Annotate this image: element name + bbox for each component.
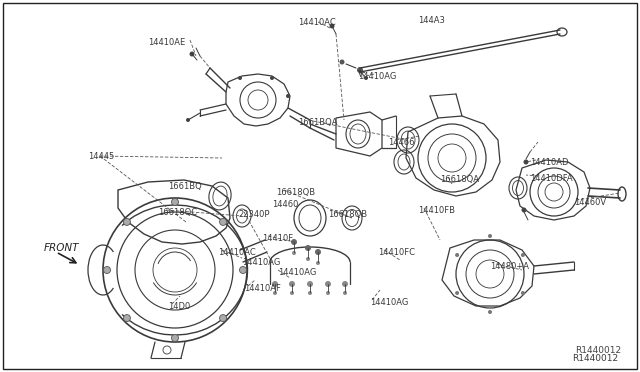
Text: R1440012: R1440012 [575, 346, 621, 355]
Text: 22340P: 22340P [238, 210, 269, 219]
Text: 1661BQA: 1661BQA [298, 118, 337, 127]
Circle shape [339, 60, 344, 64]
Circle shape [286, 94, 290, 98]
Text: 14410F: 14410F [262, 234, 293, 243]
Circle shape [238, 76, 242, 80]
Text: 14410AE: 14410AE [148, 38, 185, 47]
Text: 14480+A: 14480+A [490, 262, 529, 271]
Circle shape [357, 67, 363, 73]
Circle shape [488, 234, 492, 238]
Text: 14410AG: 14410AG [278, 268, 316, 277]
Circle shape [189, 51, 195, 57]
Circle shape [330, 23, 335, 29]
Circle shape [342, 281, 348, 287]
Circle shape [315, 249, 321, 255]
Circle shape [239, 266, 246, 273]
Circle shape [273, 291, 277, 295]
Circle shape [455, 291, 459, 295]
Text: 16618QC: 16618QC [158, 208, 197, 217]
Circle shape [291, 239, 297, 245]
Text: 14445: 14445 [88, 152, 115, 161]
Text: 14410AG: 14410AG [242, 258, 280, 267]
Text: 14410DFA: 14410DFA [530, 174, 573, 183]
Circle shape [292, 251, 296, 255]
Circle shape [104, 266, 111, 273]
Text: 14410AF: 14410AF [244, 284, 281, 293]
Circle shape [307, 281, 313, 287]
Circle shape [364, 76, 368, 80]
Text: 16618QB: 16618QB [328, 210, 367, 219]
Text: 14466: 14466 [388, 138, 415, 147]
Text: R1440012: R1440012 [572, 354, 618, 363]
Text: 14460: 14460 [272, 200, 298, 209]
Text: 14410AD: 14410AD [530, 158, 568, 167]
Text: 1661BQ: 1661BQ [168, 182, 202, 191]
Circle shape [289, 281, 295, 287]
Circle shape [343, 291, 347, 295]
Circle shape [522, 208, 527, 212]
Circle shape [326, 291, 330, 295]
Circle shape [220, 315, 227, 321]
Circle shape [124, 218, 131, 225]
Circle shape [524, 160, 529, 164]
Text: 16618QA: 16618QA [440, 175, 479, 184]
Circle shape [521, 291, 525, 295]
Circle shape [305, 245, 311, 251]
Text: 14410AC: 14410AC [218, 248, 256, 257]
Circle shape [488, 310, 492, 314]
Text: 14410AG: 14410AG [358, 72, 396, 81]
Text: 14D0: 14D0 [168, 302, 190, 311]
Circle shape [306, 257, 310, 261]
Text: 144A3: 144A3 [418, 16, 445, 25]
Circle shape [124, 315, 131, 321]
Circle shape [290, 291, 294, 295]
Circle shape [325, 281, 331, 287]
Text: 14410FC: 14410FC [378, 248, 415, 257]
Circle shape [455, 253, 459, 257]
Circle shape [308, 291, 312, 295]
Text: 14410AC: 14410AC [298, 18, 336, 27]
Circle shape [270, 76, 274, 80]
Circle shape [272, 281, 278, 287]
Text: 16618QB: 16618QB [276, 188, 315, 197]
Circle shape [186, 118, 190, 122]
Circle shape [172, 199, 179, 205]
Text: FRONT: FRONT [44, 243, 79, 253]
Circle shape [172, 334, 179, 341]
Circle shape [220, 218, 227, 225]
Text: 14410FB: 14410FB [418, 206, 455, 215]
Text: 14410AG: 14410AG [370, 298, 408, 307]
Text: 14460V: 14460V [574, 198, 606, 207]
Circle shape [316, 261, 320, 265]
Circle shape [521, 253, 525, 257]
